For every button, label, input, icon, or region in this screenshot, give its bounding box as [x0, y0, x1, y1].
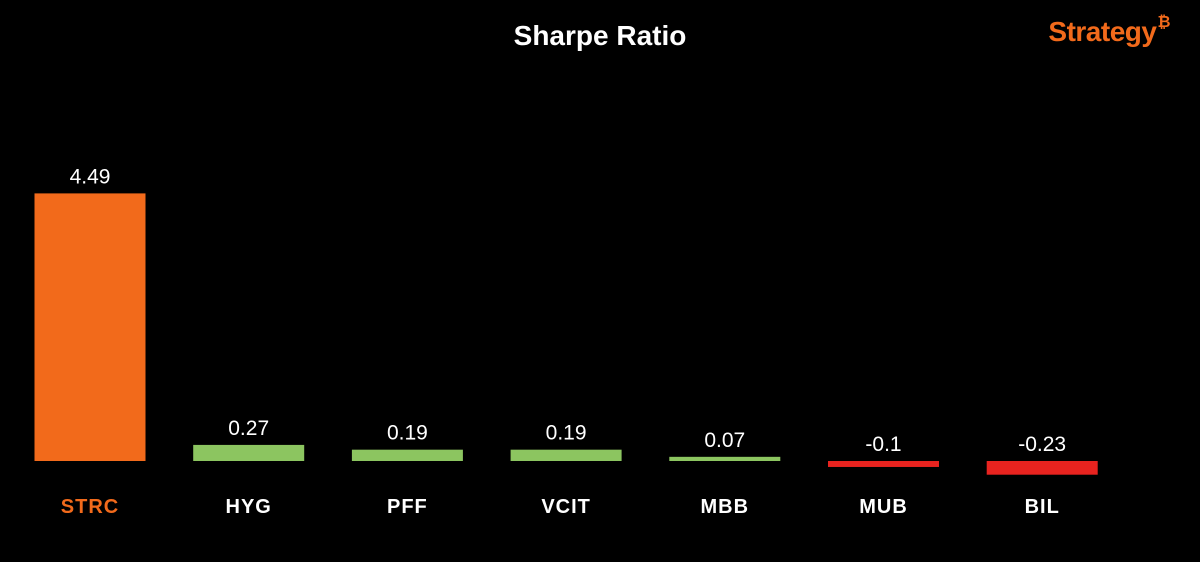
chart-title: Sharpe Ratio	[513, 20, 687, 51]
bar-vcit	[510, 449, 622, 461]
value-label-pff: 0.19	[387, 422, 428, 445]
value-label-bil: -0.23	[1018, 433, 1066, 456]
category-label-bil: BIL	[1025, 496, 1060, 518]
bar-hyg	[193, 444, 305, 461]
bar-mbb	[669, 456, 781, 461]
value-label-mbb: 0.07	[704, 429, 745, 452]
value-label-hyg: 0.27	[228, 417, 269, 440]
value-label-vcit: 0.19	[546, 422, 587, 445]
bitcoin-icon: ₿	[1157, 14, 1170, 31]
bar-strc	[34, 193, 146, 461]
category-label-vcit: VCIT	[541, 496, 591, 518]
value-label-strc: 4.49	[70, 165, 111, 188]
logo-text: Strategy	[1048, 16, 1157, 47]
category-label-mub: MUB	[859, 496, 908, 518]
strategy-logo: Strategy ₿	[1048, 14, 1170, 48]
category-label-mbb: MBB	[701, 496, 750, 518]
bar-bil	[986, 461, 1098, 475]
value-label-mub: -0.1	[865, 433, 901, 456]
category-label-pff: PFF	[387, 496, 428, 518]
category-label-strc: STRC	[61, 496, 119, 518]
bar-mub	[828, 461, 939, 467]
bar-pff	[351, 449, 463, 461]
category-label-hyg: HYG	[226, 496, 272, 518]
